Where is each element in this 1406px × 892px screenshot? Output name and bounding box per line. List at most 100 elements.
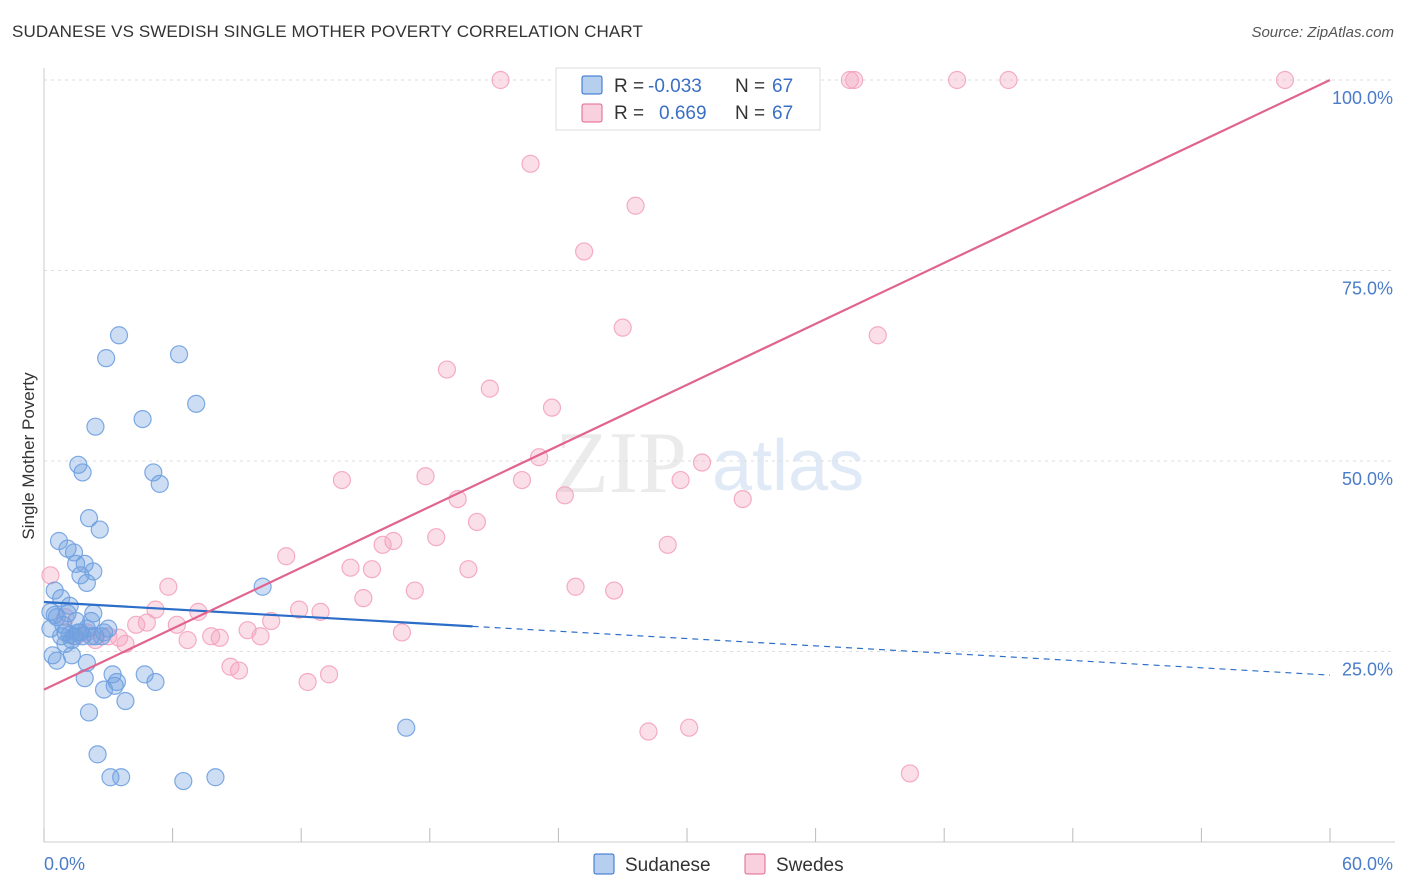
swedes-point-59 — [733, 490, 752, 509]
swedes-point-49 — [575, 242, 594, 261]
bottom-legend-swatch-swedes — [744, 853, 766, 875]
series-sudanese-points — [41, 326, 416, 791]
bottom-legend-label-swedes: Swedes — [776, 855, 844, 876]
y-tick-labels: 25.0% 50.0% 75.0% 100.0% — [1332, 88, 1393, 680]
swedes-point-32 — [384, 531, 403, 551]
y-axis-label: Single Mother Poverty — [19, 372, 38, 540]
swedes-point-44 — [521, 154, 540, 173]
legend-swatch-swedes — [581, 103, 603, 123]
swedes-point-50 — [605, 581, 624, 600]
x-tick-label-0: 0.0% — [44, 854, 85, 874]
swedes-point-11 — [159, 577, 178, 596]
legend-swatch-sudanese — [581, 75, 603, 95]
swedes-point-30 — [362, 560, 382, 579]
sudanese-point-61 — [58, 604, 77, 623]
swedes-point-62 — [868, 326, 887, 345]
swedes-point-17 — [221, 657, 240, 676]
swedes-point-0 — [41, 566, 60, 585]
swedes-point-27 — [332, 470, 352, 490]
sudanese-point-54 — [169, 345, 189, 364]
source-label: Source: ZipAtlas.com — [1251, 24, 1394, 41]
swedes-point-53 — [639, 722, 658, 741]
y-tick-label-3: 100.0% — [1332, 88, 1393, 108]
swedes-point-56 — [680, 718, 699, 737]
sudanese-point-28 — [79, 703, 99, 722]
y-tick-label-2: 75.0% — [1342, 279, 1393, 299]
swedes-point-29 — [354, 589, 373, 608]
watermark-atlas: atlas — [712, 426, 864, 506]
swedes-point-48 — [566, 577, 585, 596]
swedes-point-63 — [900, 764, 920, 783]
sudanese-point-35 — [88, 745, 107, 764]
swedes-point-42 — [491, 70, 510, 90]
legend-n-label-swedes: N = — [735, 103, 765, 124]
swedes-point-43 — [512, 470, 532, 490]
swedes-point-8 — [127, 615, 146, 634]
swedes-point-21 — [262, 611, 281, 631]
sudanese-point-15 — [64, 543, 84, 562]
correlation-legend: R = -0.033 N = 67 R = 0.669 N = 67 — [555, 67, 821, 131]
x-tick-label-1: 60.0% — [1342, 854, 1393, 874]
swedes-point-65 — [999, 70, 1018, 90]
swedes-point-54 — [658, 535, 677, 554]
swedes-point-24 — [298, 672, 317, 692]
sudanese-point-60 — [52, 627, 71, 646]
sudanese-point-12 — [60, 596, 79, 615]
swedes-point-16 — [210, 628, 229, 647]
watermark-zip: ZIP — [555, 415, 687, 512]
legend-n-value-sudanese: 67 — [772, 76, 793, 97]
sudanese-point-53 — [150, 474, 169, 493]
swedes-point-26 — [319, 665, 339, 684]
swedes-point-55 — [671, 470, 690, 490]
sudanese-point-40 — [97, 349, 116, 368]
sudanese-point-62 — [47, 608, 66, 627]
bottom-legend-swatch-sudanese — [593, 853, 615, 875]
legend-n-value-swedes: 67 — [772, 103, 793, 124]
swedes-point-20 — [251, 627, 270, 646]
swedes-point-41 — [480, 379, 499, 398]
swedes-point-25 — [311, 602, 330, 621]
axes — [43, 68, 1395, 843]
swedes-point-64 — [947, 70, 967, 90]
sudanese-point-66 — [86, 627, 105, 646]
swedes-point-9 — [137, 613, 156, 632]
sudanese-point-52 — [146, 672, 165, 692]
swedes-point-31 — [373, 535, 392, 554]
sudanese-point-45 — [107, 672, 126, 692]
sudanese-trend-extension — [472, 625, 1331, 676]
sudanese-point-42 — [101, 768, 120, 787]
chart-title: SUDANESE VS SWEDISH SINGLE MOTHER POVERT… — [12, 22, 643, 41]
swedes-point-34 — [405, 581, 424, 600]
legend-r-value-swedes: 0.669 — [659, 103, 707, 124]
bottom-legend-label-sudanese: Sudanese — [625, 855, 711, 876]
swedes-point-60 — [840, 70, 859, 90]
sudanese-point-4 — [45, 581, 64, 600]
swedes-point-35 — [416, 467, 435, 486]
swedes-point-61 — [845, 70, 864, 90]
swedes-point-51 — [613, 318, 632, 337]
sudanese-point-36 — [90, 520, 109, 539]
sudanese-trend-line — [43, 600, 473, 628]
swedes-point-23 — [289, 600, 309, 619]
legend-r-label-sudanese: R = — [614, 76, 644, 97]
sudanese-point-48 — [116, 691, 135, 711]
sudanese-point-55 — [174, 771, 193, 791]
sudanese-point-59 — [397, 718, 416, 737]
swedes-point-40 — [467, 512, 487, 532]
sudanese-point-34 — [86, 417, 105, 436]
sudanese-point-47 — [112, 768, 131, 787]
swedes-point-37 — [437, 360, 457, 379]
sudanese-point-46 — [109, 326, 129, 345]
series-swedes-points — [41, 70, 1295, 783]
swedes-point-28 — [341, 558, 360, 577]
sudanese-point-22 — [73, 463, 92, 482]
swedes-point-47 — [555, 486, 574, 505]
grid-lines — [44, 79, 1395, 652]
sudanese-point-32 — [84, 562, 103, 581]
sudanese-point-29 — [79, 509, 99, 528]
swedes-point-36 — [427, 528, 446, 547]
series-legend: Sudanese Swedes — [593, 853, 844, 876]
swedes-point-18 — [229, 661, 249, 680]
watermark: ZIP atlas — [555, 415, 864, 512]
